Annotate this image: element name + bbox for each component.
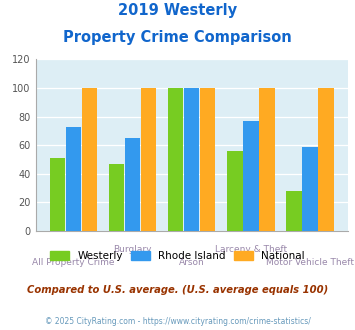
Text: Property Crime Comparison: Property Crime Comparison bbox=[63, 30, 292, 45]
Legend: Westerly, Rhode Island, National: Westerly, Rhode Island, National bbox=[47, 248, 308, 264]
Bar bbox=[227, 151, 242, 231]
Bar bbox=[259, 88, 274, 231]
Bar bbox=[82, 88, 97, 231]
Bar bbox=[141, 88, 156, 231]
Bar bbox=[66, 127, 81, 231]
Bar bbox=[243, 121, 258, 231]
Text: 2019 Westerly: 2019 Westerly bbox=[118, 3, 237, 18]
Bar bbox=[50, 158, 65, 231]
Text: Motor Vehicle Theft: Motor Vehicle Theft bbox=[266, 258, 354, 267]
Text: All Property Crime: All Property Crime bbox=[32, 258, 115, 267]
Text: © 2025 CityRating.com - https://www.cityrating.com/crime-statistics/: © 2025 CityRating.com - https://www.city… bbox=[45, 317, 310, 326]
Bar bbox=[184, 88, 200, 231]
Text: Larceny & Theft: Larceny & Theft bbox=[215, 245, 287, 254]
Bar bbox=[168, 88, 184, 231]
Bar bbox=[109, 164, 124, 231]
Text: Burglary: Burglary bbox=[113, 245, 152, 254]
Bar bbox=[200, 88, 215, 231]
Text: Compared to U.S. average. (U.S. average equals 100): Compared to U.S. average. (U.S. average … bbox=[27, 285, 328, 295]
Bar bbox=[318, 88, 334, 231]
Bar bbox=[286, 191, 302, 231]
Bar bbox=[302, 147, 318, 231]
Bar bbox=[125, 138, 140, 231]
Text: Arson: Arson bbox=[179, 258, 204, 267]
